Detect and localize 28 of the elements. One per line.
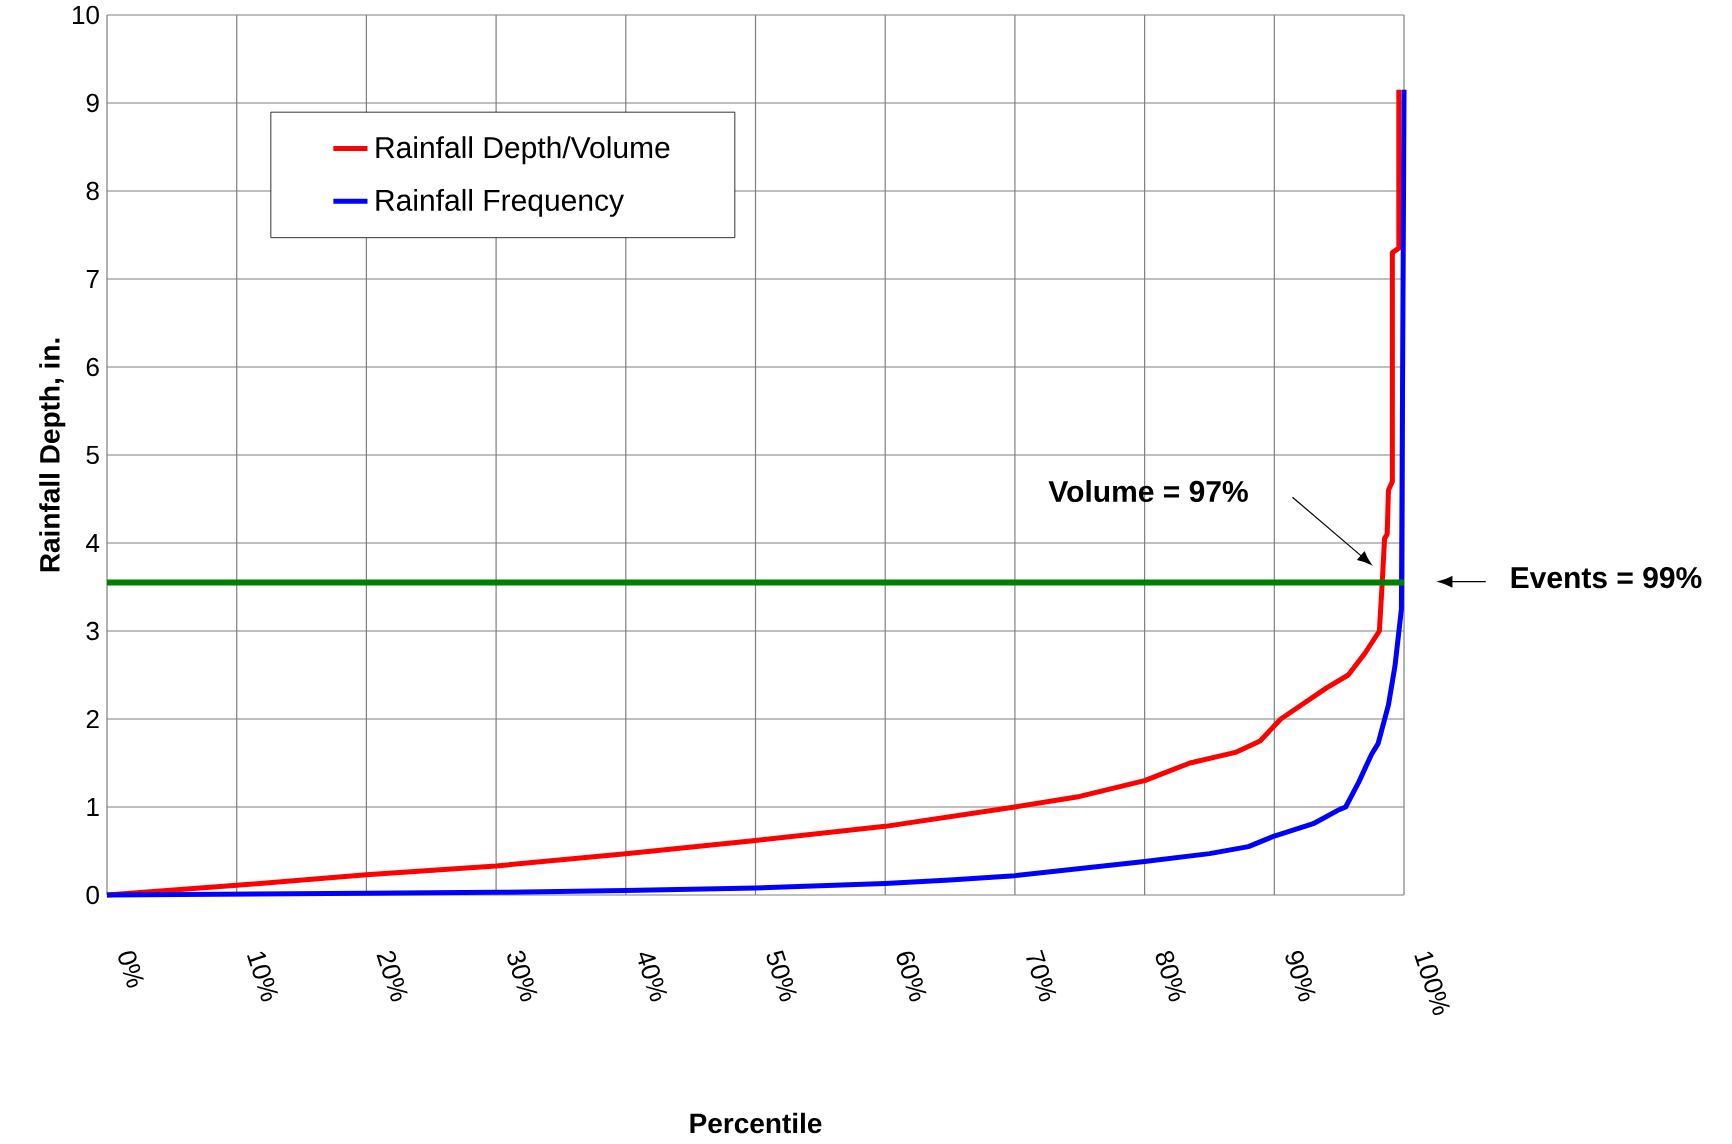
y-tick-label: 2 — [86, 709, 99, 729]
x-tick-label: 70% — [1026, 949, 1057, 1002]
annotation: Volume = 97% — [1048, 480, 1248, 503]
x-tick-label: 90% — [1285, 950, 1316, 1002]
legend-label: Rainfall Frequency — [376, 188, 624, 217]
y-tick-label: 0 — [86, 885, 99, 905]
y-tick-label: 5 — [86, 445, 99, 465]
y-tick-label: 8 — [86, 181, 99, 201]
legend-label: Rainfall Depth/Volume — [376, 136, 670, 165]
y-tick-label: 9 — [86, 93, 99, 113]
x-tick-label: 30% — [507, 950, 538, 1002]
x-tick-label: 40% — [638, 952, 668, 1002]
x-tick-label: 50% — [766, 950, 797, 1002]
y-axis-title: Rainfall Depth, in. — [39, 338, 66, 572]
x-axis-title: Percentile — [690, 1112, 822, 1134]
y-tick-label: 3 — [86, 621, 99, 641]
text: Events = 99% — [1511, 567, 1702, 589]
x-tick-label: 60% — [896, 951, 927, 1002]
y-tick-label: 10 — [72, 5, 99, 25]
y-tick-label: 7 — [86, 270, 99, 288]
y-tick-label: 6 — [86, 357, 99, 377]
x-tick-label: 20% — [376, 950, 408, 1002]
y-tick-label: 1 — [87, 798, 99, 816]
x-tick-label: 10% — [247, 951, 279, 1002]
x-tick-label: 100% — [1414, 951, 1450, 1016]
x-tick-label: 0% — [118, 951, 144, 988]
y-tick-label: 4 — [86, 534, 100, 552]
x-tick-label: 80% — [1155, 950, 1186, 1002]
